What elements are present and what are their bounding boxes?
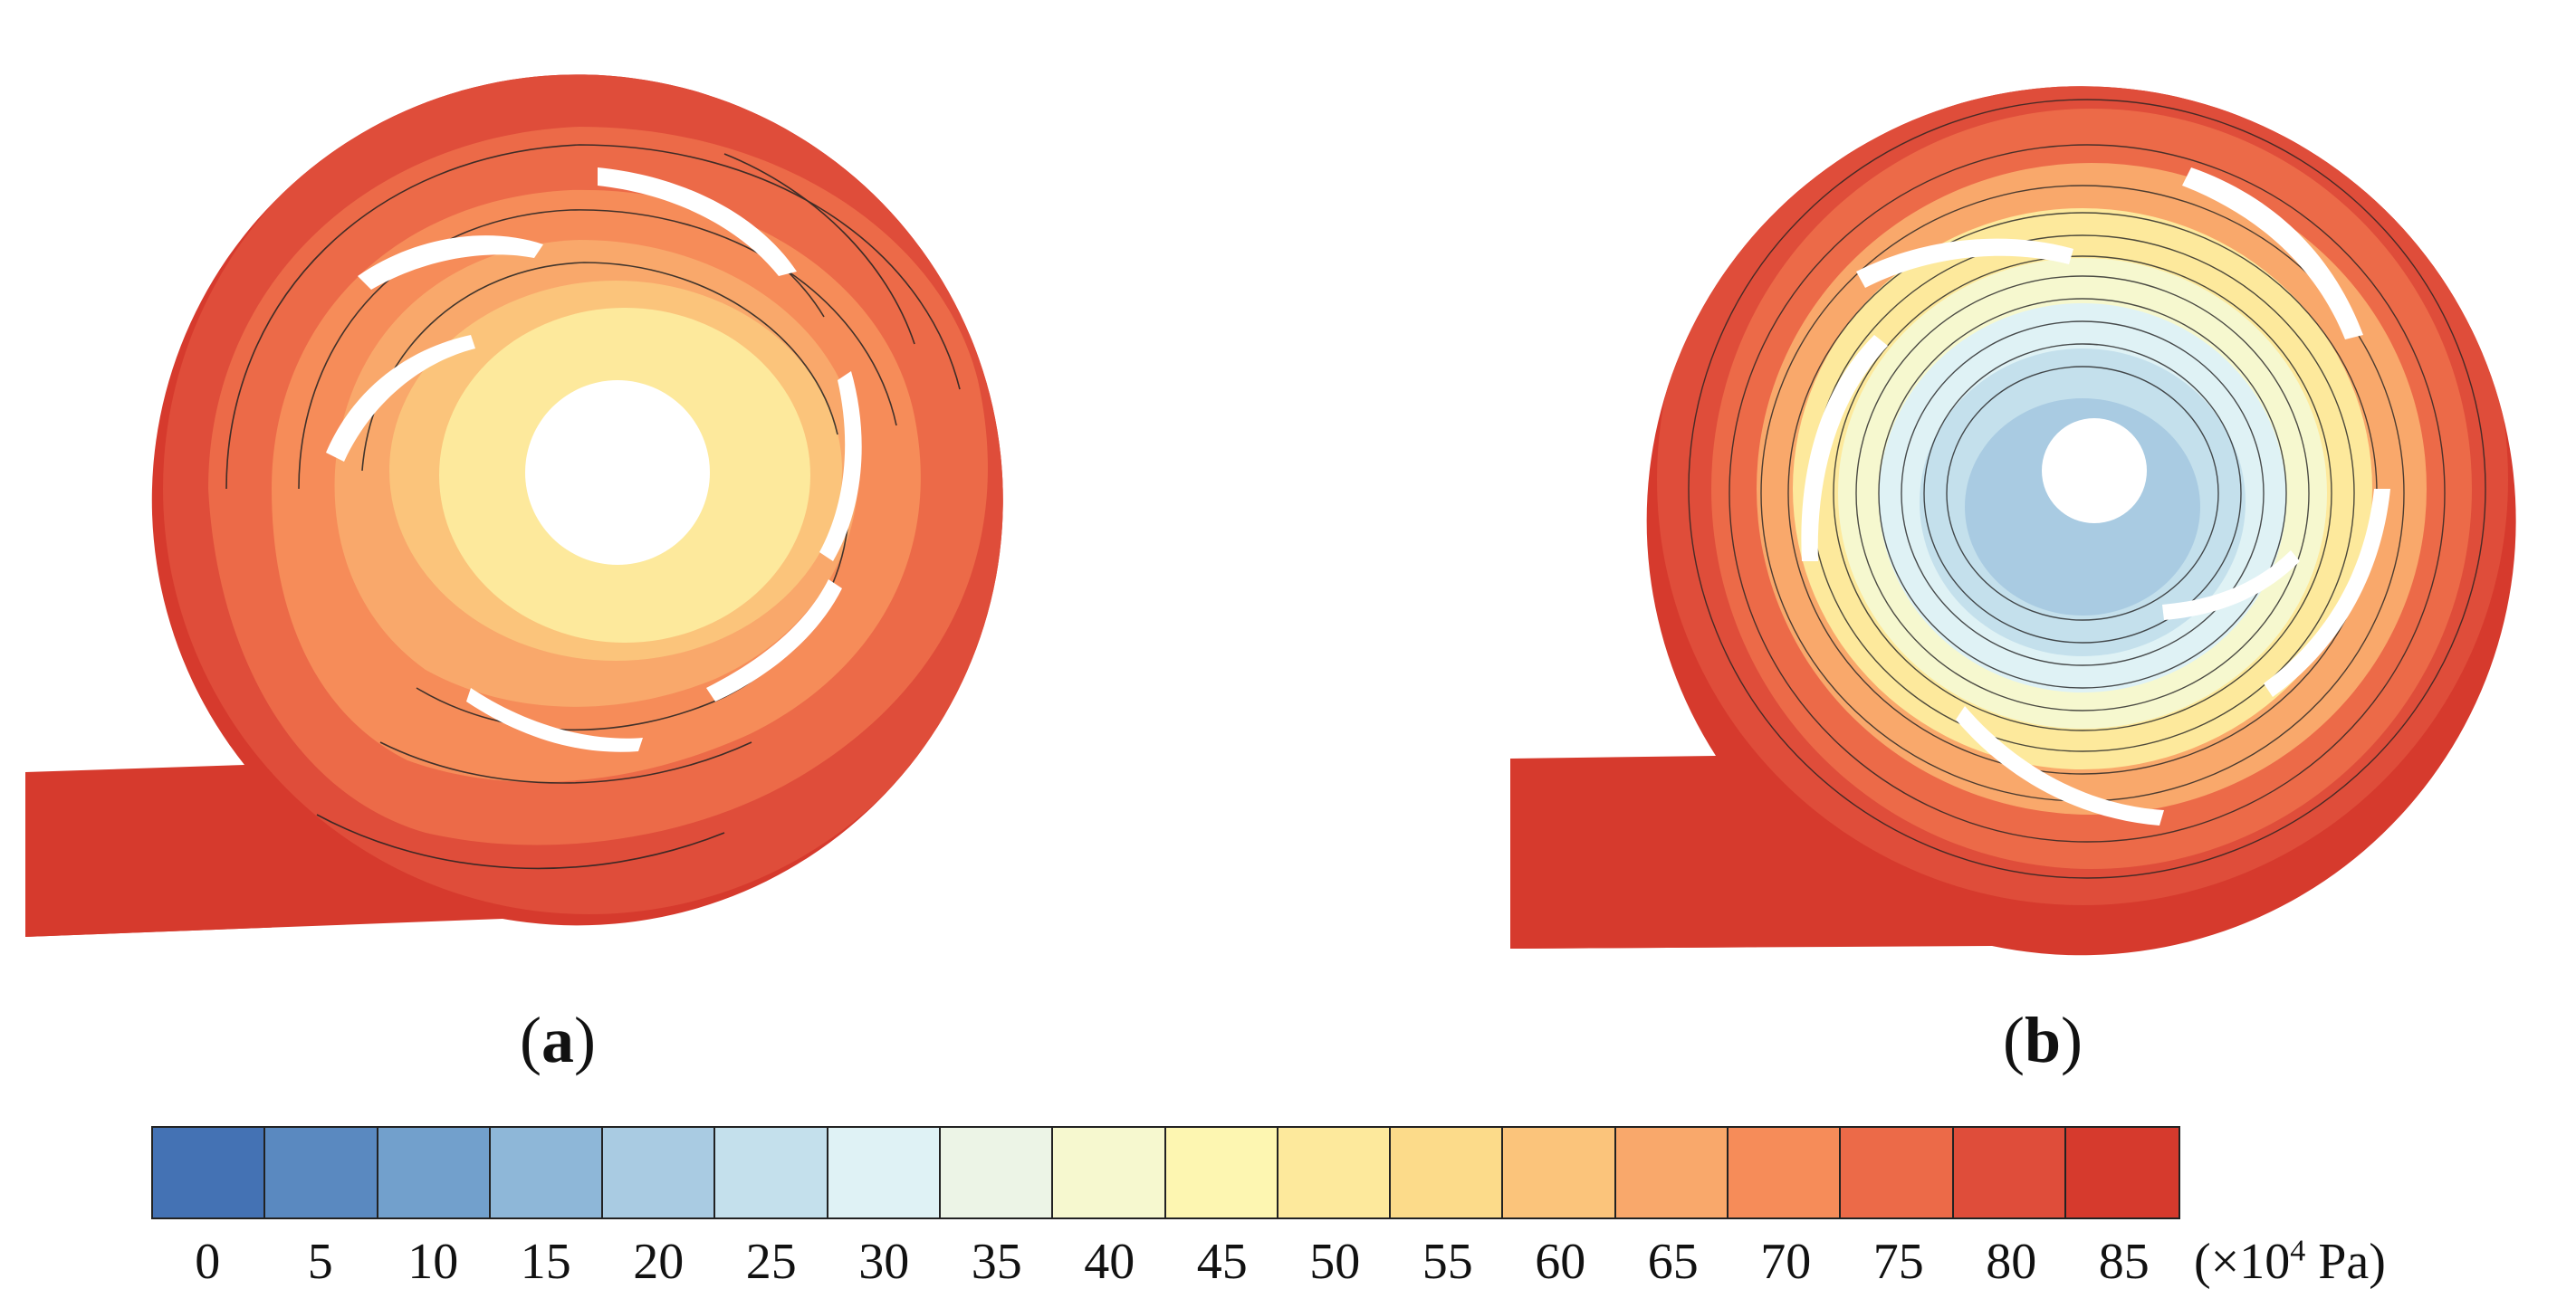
colorbar-tick-label: 55 <box>1422 1234 1473 1290</box>
colorbar-tick-label: 85 <box>2098 1234 2150 1290</box>
colorbar <box>151 1126 2180 1219</box>
colorbar-segment <box>828 1128 941 1217</box>
panel-label-a: (a) <box>520 1004 596 1076</box>
colorbar-tick-label: 35 <box>971 1234 1022 1290</box>
impeller-blades <box>326 167 862 752</box>
colorbar-tick-label: 40 <box>1084 1234 1135 1290</box>
colorbar-tick-label: 45 <box>1196 1234 1248 1290</box>
panel-label-b: (b) <box>2003 1004 2083 1076</box>
colorbar-tick-label: 80 <box>1986 1234 2037 1290</box>
hub-a <box>525 380 710 565</box>
impeller-blades <box>1801 167 2390 826</box>
colorbar-segment <box>265 1128 378 1217</box>
colorbar-segment <box>1728 1128 1842 1217</box>
colorbar-segment <box>1165 1128 1278 1217</box>
colorbar-tick-label: 60 <box>1535 1234 1586 1290</box>
contour-panel-b <box>1510 86 2516 956</box>
colorbar-segment <box>378 1128 491 1217</box>
colorbar-tick-label: 0 <box>195 1234 221 1290</box>
colorbar-tick-label: 5 <box>307 1234 333 1290</box>
colorbar-tick-label: 75 <box>1872 1234 1924 1290</box>
colorbar-tick-label: 15 <box>520 1234 571 1290</box>
colorbar-segment <box>1615 1128 1729 1217</box>
colorbar-segment <box>490 1128 604 1217</box>
colorbar-tick-label: 70 <box>1760 1234 1812 1290</box>
colorbar-segment <box>1053 1128 1166 1217</box>
colorbar-unit: (×104 Pa) <box>2194 1234 2386 1290</box>
colorbar-segment <box>1503 1128 1616 1217</box>
colorbar-tick-label: 25 <box>745 1234 797 1290</box>
contour-panel-a <box>25 74 1003 938</box>
colorbar-segment <box>940 1128 1054 1217</box>
colorbar-segment <box>1278 1128 1392 1217</box>
outlet-duct <box>25 772 272 938</box>
colorbar-tick-label: 65 <box>1647 1234 1699 1290</box>
outlet-duct <box>1510 759 1757 953</box>
colorbar-tick-label: 30 <box>858 1234 910 1290</box>
colorbar-segment <box>1841 1128 1954 1217</box>
colorbar-segment <box>2065 1128 2179 1217</box>
hub-b <box>2042 418 2147 523</box>
colorbar-segment <box>1953 1128 2066 1217</box>
colorbar-segment <box>1391 1128 1504 1217</box>
colorbar-tick-label: 20 <box>633 1234 685 1290</box>
colorbar-segment <box>153 1128 266 1217</box>
colorbar-segment <box>715 1128 828 1217</box>
colorbar-segment <box>603 1128 716 1217</box>
colorbar-tick-label: 50 <box>1309 1234 1361 1290</box>
colorbar-tick-label: 10 <box>407 1234 459 1290</box>
colorbar-ticks: 0 5 10 15 20 25 30 35 40 45 50 55 60 65 70 75 80 85 <box>0 1233 2576 1296</box>
